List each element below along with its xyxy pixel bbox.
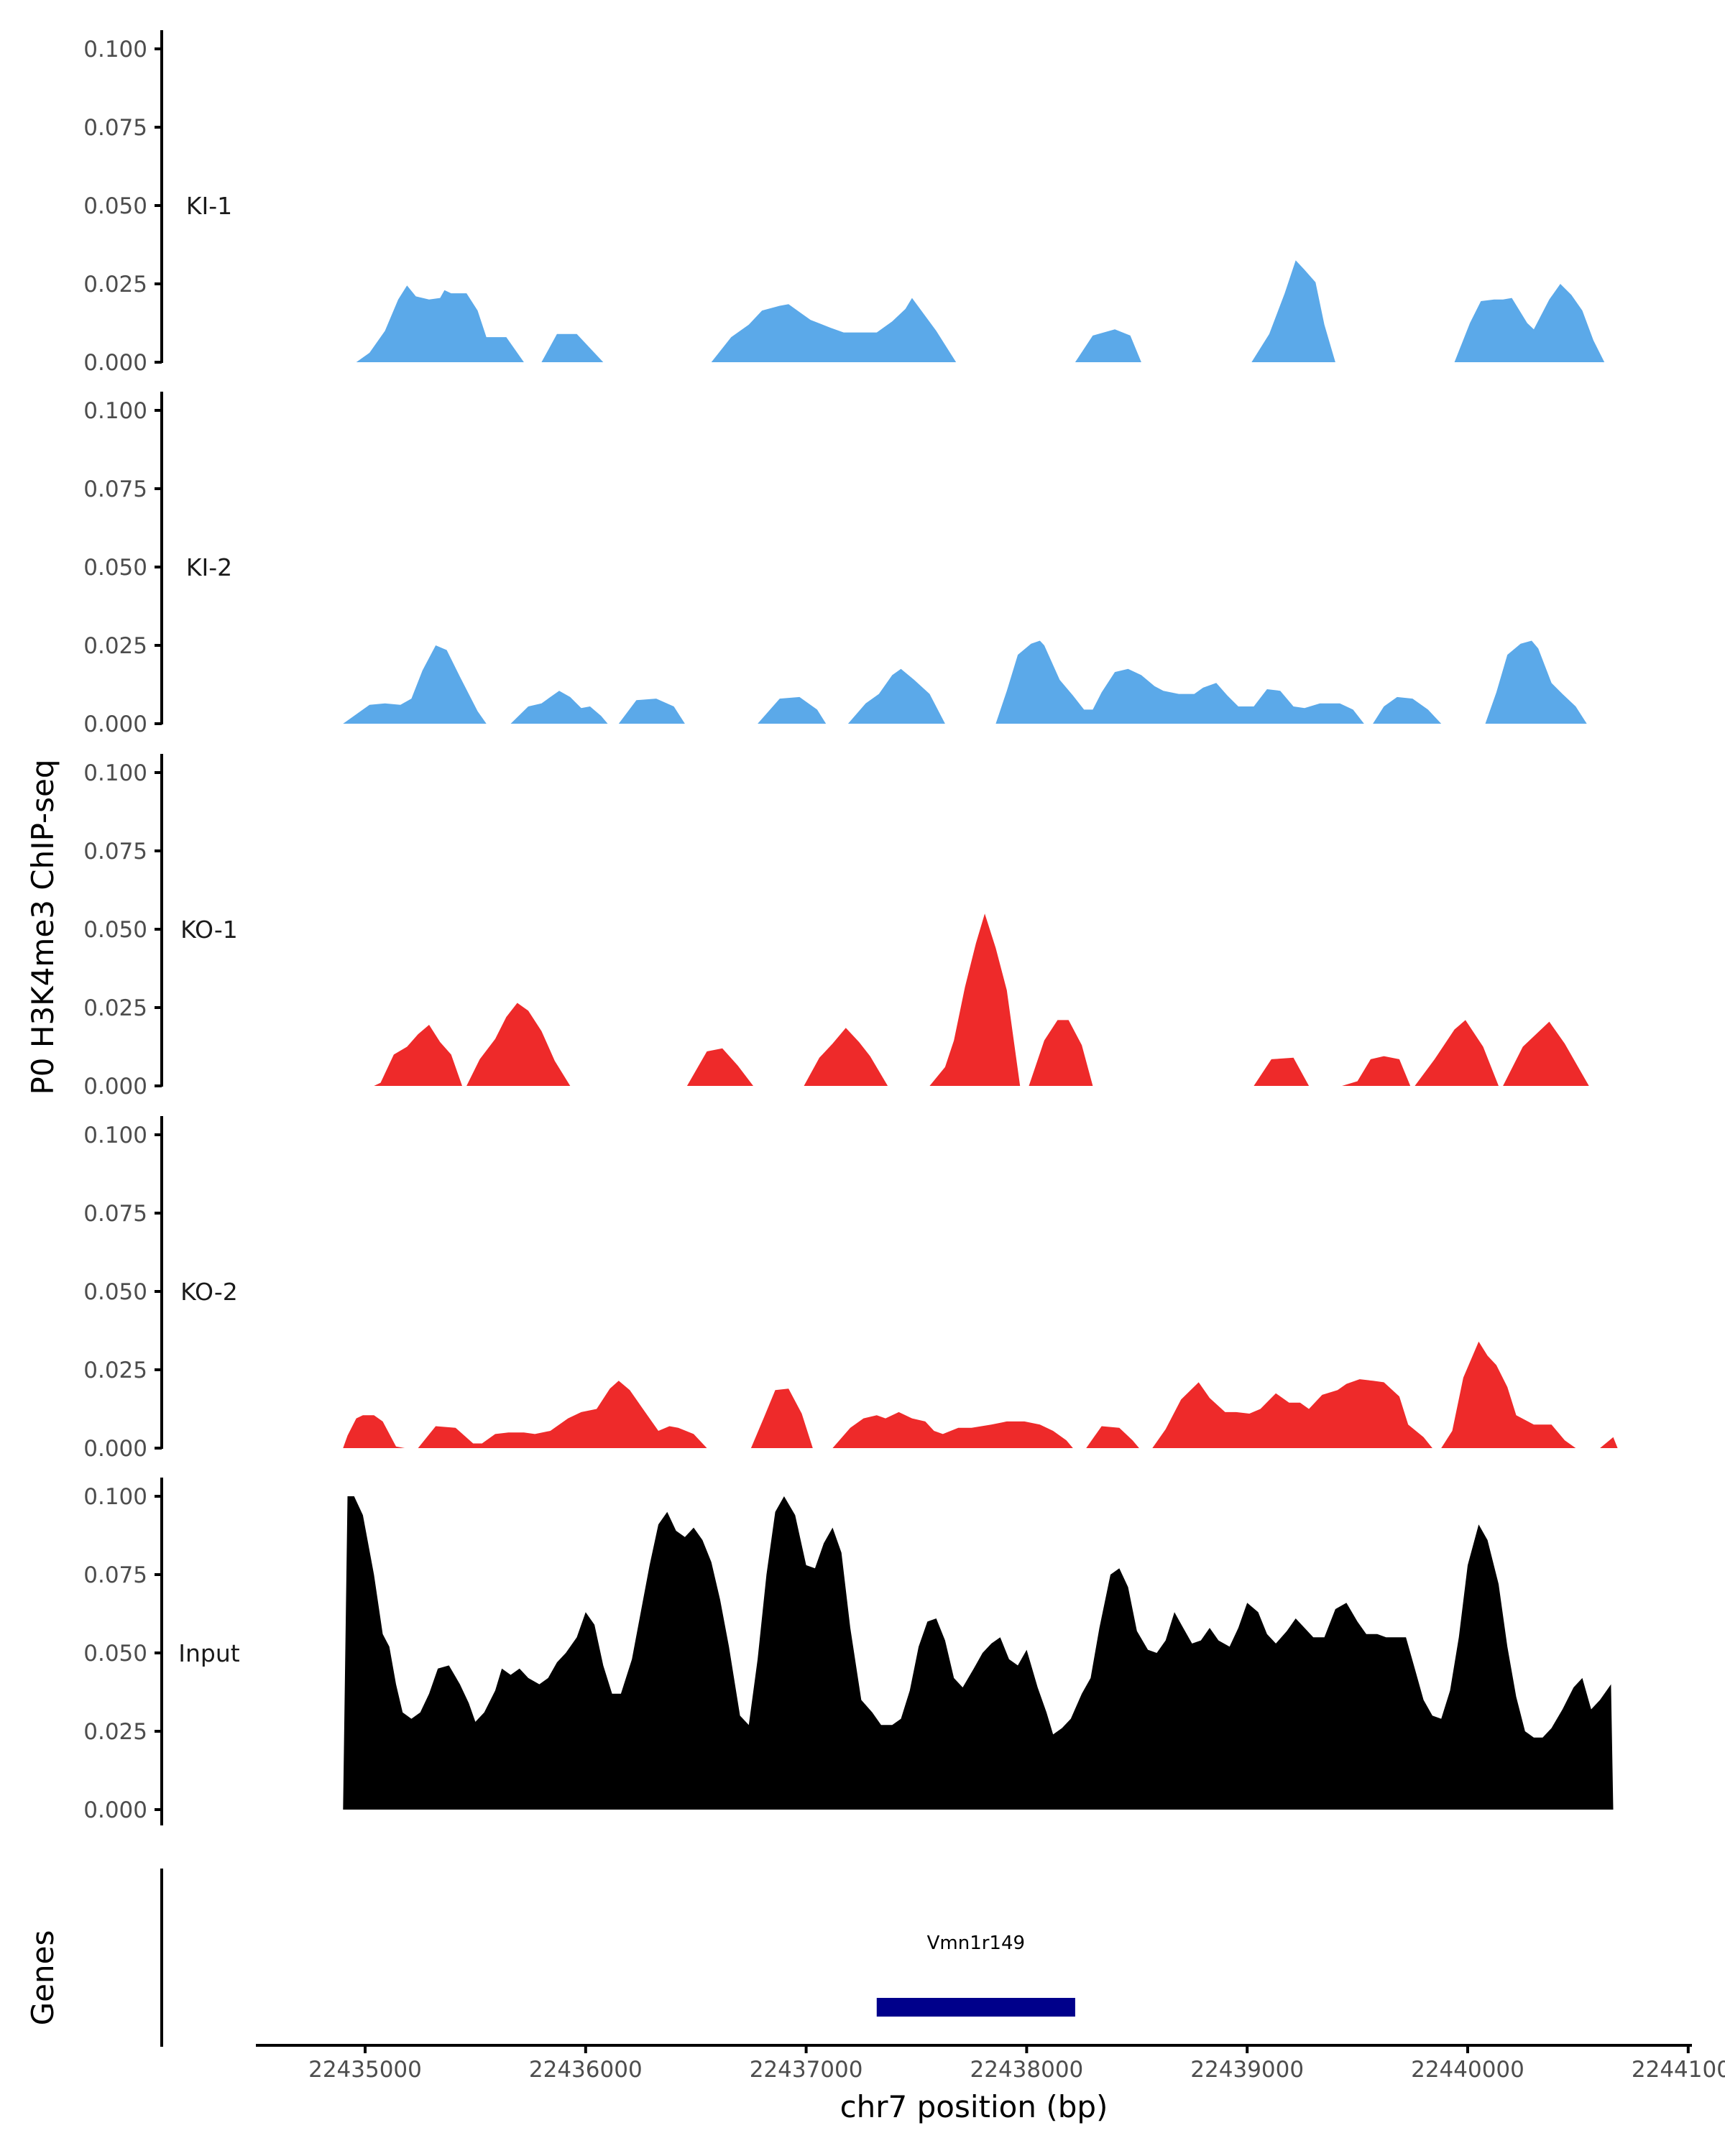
track-input: 0.000 0.025 0.050 0.075 0.100 Input bbox=[83, 1478, 1614, 1825]
y-tick-label: 0.050 bbox=[83, 917, 147, 943]
area-ki-2 bbox=[343, 640, 1587, 724]
track-label-ko-2: KO-2 bbox=[180, 1278, 238, 1306]
x-axis-title: chr7 position (bp) bbox=[840, 2089, 1108, 2124]
track-label-ki-2: KI-2 bbox=[186, 553, 232, 581]
y-tick-label: 0.075 bbox=[83, 1201, 147, 1227]
track-label-ko-1: KO-1 bbox=[180, 916, 238, 944]
x-axis: 22435000 22436000 22437000 22438000 22439000… bbox=[256, 2044, 1725, 2083]
y-tick-label: 0.100 bbox=[83, 398, 147, 424]
y-tick-label: 0.075 bbox=[83, 115, 147, 141]
y-tick-label: 0.100 bbox=[83, 1484, 147, 1510]
track-ki-2: 0.000 0.025 0.050 0.075 0.100 KI-2 bbox=[83, 392, 1587, 737]
x-tick-label: 22440000 bbox=[1411, 2057, 1524, 2083]
track-ko-1: 0.000 0.025 0.050 0.075 0.100 KO-1 bbox=[83, 754, 1589, 1100]
y-tick-label: 0.050 bbox=[83, 193, 147, 219]
y-tick-label: 0.075 bbox=[83, 476, 147, 502]
genes-axis-title: Genes bbox=[25, 1930, 60, 2026]
y-tick-label: 0.025 bbox=[83, 1358, 147, 1383]
x-tick-label: 22439000 bbox=[1190, 2057, 1304, 2083]
y-tick-label: 0.025 bbox=[83, 272, 147, 298]
track-ko-2: 0.000 0.025 0.050 0.075 0.100 KO-2 bbox=[83, 1116, 1618, 1462]
y-tick-label: 0.075 bbox=[83, 1562, 147, 1588]
y-tick-label: 0.075 bbox=[83, 839, 147, 865]
tracks-group: 0.0000.0250.0500.0750.100KI-10.0000.0250… bbox=[83, 30, 1618, 1825]
track-label-input: Input bbox=[178, 1639, 240, 1667]
x-tick-label: 22435000 bbox=[308, 2057, 422, 2083]
y-tick-label: 0.000 bbox=[83, 350, 147, 376]
y-tick-label: 0.050 bbox=[83, 1279, 147, 1305]
y-tick-label: 0.025 bbox=[83, 1719, 147, 1745]
y-tick-label: 0.025 bbox=[83, 995, 147, 1021]
y-tick-label: 0.050 bbox=[83, 1641, 147, 1667]
y-tick-label: 0.000 bbox=[83, 1074, 147, 1100]
y-tick-label: 0.025 bbox=[83, 633, 147, 659]
track-ki-1: 0.000 0.025 0.050 0.075 0.100 KI-1 bbox=[83, 30, 1605, 376]
y-tick-label: 0.000 bbox=[83, 711, 147, 737]
genes-panel: Vmn1r149 bbox=[160, 1869, 1075, 2047]
x-tick-label: 22438000 bbox=[970, 2057, 1084, 2083]
y-tick-label: 0.050 bbox=[83, 555, 147, 581]
x-tick-label: 22441000 bbox=[1632, 2057, 1725, 2083]
y-tick-label: 0.100 bbox=[83, 37, 147, 63]
area-input bbox=[343, 1496, 1614, 1810]
area-ko-1 bbox=[374, 913, 1589, 1086]
y-tick-label: 0.000 bbox=[83, 1797, 147, 1823]
y-tick-label: 0.100 bbox=[83, 1123, 147, 1148]
track-label-ki-1: KI-1 bbox=[186, 192, 232, 220]
x-tick-label: 22437000 bbox=[750, 2057, 863, 2083]
gene-label-vmn1r149: Vmn1r149 bbox=[927, 1932, 1025, 1954]
gene-vmn1r149 bbox=[876, 1998, 1075, 2017]
y-axis-title: P0 H3K4me3 ChIP-seq bbox=[25, 759, 60, 1095]
y-tick-label: 0.100 bbox=[83, 760, 147, 786]
x-tick-label: 22436000 bbox=[529, 2057, 643, 2083]
area-ko-2 bbox=[343, 1341, 1618, 1448]
y-tick-label: 0.000 bbox=[83, 1436, 147, 1462]
area-ki-1 bbox=[356, 260, 1605, 362]
